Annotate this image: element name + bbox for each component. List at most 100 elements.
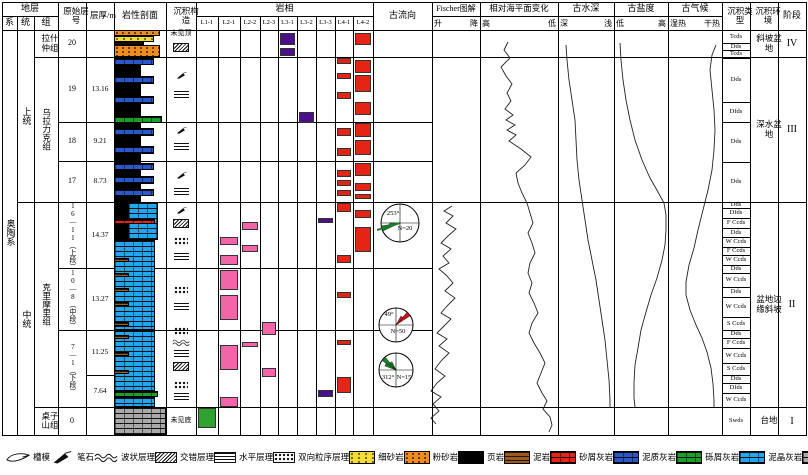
lith-segment-muddy_limestone [114, 128, 154, 136]
grid-vline [480, 2, 481, 435]
legend-limestone-icon [802, 450, 808, 464]
lith-segment-shale [114, 123, 141, 202]
sed-type-divider [722, 297, 750, 298]
facies-block-L2-2 [242, 222, 258, 230]
grid-hline [58, 268, 432, 269]
layer-number: 16—11（上段） [68, 202, 77, 270]
layer-thickness: 11.25 [91, 347, 109, 357]
graptolite-icon [176, 206, 187, 214]
sed-type-cell: W Ccds [725, 276, 747, 284]
legend-flute-icon [6, 452, 30, 462]
header-fischer: Fischer图解 [436, 3, 476, 13]
header-facies-L2-3: L2-3 [262, 19, 276, 27]
legend-label: 砂屑灰岩 [579, 452, 614, 462]
sed-type-cell: Dds [730, 42, 742, 50]
legend-dots-icon [273, 451, 296, 463]
stage-cell: III [787, 124, 797, 135]
facies-block-L3-1 [280, 48, 295, 56]
hlines-icon [173, 350, 189, 358]
hlines-icon [173, 143, 189, 151]
header-sed-structure: 沉积构造 [173, 5, 199, 25]
legend-label: 砾屑灰岩 [705, 452, 740, 462]
legend-item: 砾屑灰岩 [676, 450, 740, 464]
salinity-curve [619, 42, 667, 408]
sed-type-cell: Dds [730, 76, 742, 84]
lith-segment-mudstone [114, 302, 129, 306]
header-water-depth: 古水深 [572, 3, 600, 14]
legend-item: 泥岩 [504, 450, 551, 464]
header-thickness: 层厚/m [90, 10, 116, 21]
legend-item: 细砂岩 [349, 450, 404, 464]
hlines-icon [173, 393, 189, 401]
header-humid: 湿热 [670, 18, 686, 28]
header-sea-level: 相对海平面变化 [489, 3, 549, 14]
facies-block-L4-2 [355, 60, 371, 73]
grid-vline [778, 2, 779, 435]
grid-vline [750, 2, 751, 435]
facies-block-L2-2 [242, 245, 258, 252]
grid-vline [86, 2, 87, 435]
lith-segment-mudstone [114, 335, 129, 339]
legend-item: 泥晶灰岩 [739, 450, 802, 464]
legend-item: 页岩 [458, 450, 505, 464]
header-lithofacies: 岩相 [275, 3, 294, 14]
grid-vline [806, 2, 807, 435]
legend-muddy_limestone-icon [613, 450, 640, 464]
sed-type-cell: Dfds [729, 384, 743, 392]
legend-item: 水平层理 [214, 451, 273, 463]
facies-block-L4-1 [337, 73, 351, 79]
legend-calcarenite-icon [550, 450, 577, 464]
grid-hline [2, 16, 58, 17]
lith-segment-muddy_limestone [114, 146, 154, 154]
grid-vline [166, 2, 167, 435]
facies-block-L4-1 [337, 128, 351, 136]
lith-segment-micrite [114, 397, 155, 407]
legend-label: 波状层理 [121, 452, 156, 462]
grid-vline [58, 2, 59, 435]
grid-hline [196, 16, 373, 17]
sed-type-cell: W Ccds [725, 303, 747, 311]
sed-type-cell: Dds [730, 330, 742, 338]
hlines-icon [173, 303, 189, 311]
grid-vline [196, 2, 197, 435]
layer-number: 0 [70, 415, 74, 425]
grid-vline [260, 16, 261, 435]
series-label: 上统 [21, 107, 32, 125]
sed-type-cell: Dds [730, 375, 742, 383]
grid-vline [316, 16, 317, 435]
lith-segment-muddy_limestone [114, 58, 154, 65]
legend-item: 灰岩 [802, 450, 808, 464]
facies-block-L3-2 [299, 112, 314, 123]
sed-type-divider [722, 122, 750, 123]
climate-curve [685, 44, 717, 407]
legend-label: 页岩 [487, 452, 505, 462]
facies-block-L2-2 [242, 342, 258, 347]
sed-type-divider [722, 202, 750, 203]
fischer-curve [430, 205, 457, 425]
lith-segment-shale [114, 57, 141, 116]
sed-type-cell: Dds [730, 138, 742, 146]
paleocurrent-rose [378, 307, 414, 343]
formation-label: 克里摩里组 [41, 283, 52, 326]
sed-type-divider [722, 287, 750, 288]
sed-type-cell: F Ccds [726, 339, 746, 347]
facies-block-L4-2 [355, 75, 371, 92]
sed-type-divider [722, 50, 750, 51]
sed-type-divider [722, 237, 750, 238]
legend-label: 泥岩 [533, 452, 551, 462]
legend-hlines-icon [214, 451, 237, 463]
sed-type-divider [722, 58, 750, 59]
layer-thickness: 13.16 [91, 84, 109, 94]
sed-structure-note: 未见顶 [170, 29, 192, 38]
lith-segment-mudstone [114, 258, 129, 262]
legend-micrite-icon [739, 450, 766, 464]
header-sal-pair: 低高 [614, 16, 668, 30]
grid-vline [278, 16, 279, 435]
legend-item: 交错层理 [155, 451, 214, 463]
hlines-icon [173, 91, 189, 99]
facies-block-L4-1 [337, 292, 351, 298]
facies-block-L3-3 [318, 218, 333, 223]
layer-thickness: 13.27 [91, 293, 109, 303]
rose-azimuth: 253° [386, 209, 400, 217]
header-facies-L4-2: L4-2 [356, 19, 370, 27]
